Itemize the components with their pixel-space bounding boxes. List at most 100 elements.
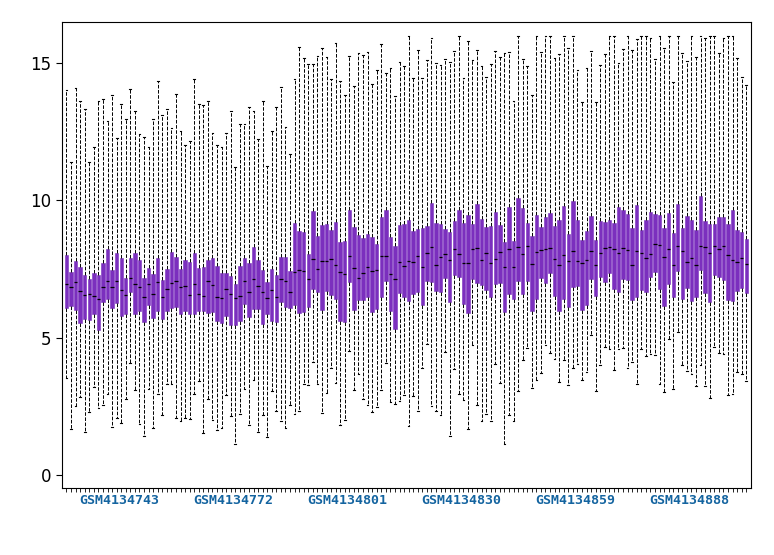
PathPatch shape: [133, 253, 137, 314]
PathPatch shape: [215, 266, 219, 321]
PathPatch shape: [667, 213, 670, 284]
PathPatch shape: [434, 224, 438, 291]
PathPatch shape: [138, 260, 141, 311]
PathPatch shape: [78, 267, 82, 323]
PathPatch shape: [124, 278, 128, 314]
PathPatch shape: [256, 260, 260, 309]
PathPatch shape: [307, 254, 310, 307]
PathPatch shape: [548, 213, 552, 273]
PathPatch shape: [598, 221, 602, 277]
PathPatch shape: [375, 244, 378, 309]
PathPatch shape: [220, 273, 224, 322]
PathPatch shape: [457, 210, 461, 277]
PathPatch shape: [234, 284, 237, 325]
PathPatch shape: [485, 226, 488, 290]
PathPatch shape: [265, 282, 269, 314]
PathPatch shape: [97, 275, 100, 330]
PathPatch shape: [466, 215, 470, 312]
PathPatch shape: [188, 263, 191, 314]
PathPatch shape: [562, 206, 566, 299]
PathPatch shape: [690, 220, 694, 301]
PathPatch shape: [571, 201, 574, 287]
PathPatch shape: [676, 204, 680, 271]
PathPatch shape: [585, 231, 588, 305]
PathPatch shape: [489, 226, 492, 296]
PathPatch shape: [498, 225, 502, 282]
PathPatch shape: [160, 280, 164, 319]
PathPatch shape: [512, 241, 515, 299]
PathPatch shape: [663, 228, 666, 306]
PathPatch shape: [92, 273, 95, 314]
PathPatch shape: [745, 239, 748, 293]
PathPatch shape: [206, 260, 210, 313]
PathPatch shape: [567, 234, 570, 307]
PathPatch shape: [156, 259, 159, 311]
PathPatch shape: [425, 226, 429, 281]
PathPatch shape: [165, 269, 169, 311]
PathPatch shape: [503, 243, 506, 312]
PathPatch shape: [704, 221, 707, 292]
PathPatch shape: [694, 230, 697, 297]
PathPatch shape: [179, 269, 182, 314]
PathPatch shape: [402, 224, 406, 296]
PathPatch shape: [448, 231, 451, 302]
PathPatch shape: [279, 257, 283, 302]
PathPatch shape: [544, 217, 547, 282]
PathPatch shape: [275, 275, 278, 322]
PathPatch shape: [142, 279, 146, 322]
PathPatch shape: [366, 234, 369, 297]
PathPatch shape: [211, 258, 214, 312]
PathPatch shape: [261, 270, 265, 324]
PathPatch shape: [83, 275, 87, 319]
PathPatch shape: [183, 260, 187, 311]
PathPatch shape: [526, 223, 529, 281]
PathPatch shape: [731, 210, 735, 301]
PathPatch shape: [530, 236, 533, 311]
PathPatch shape: [371, 237, 374, 311]
PathPatch shape: [330, 230, 333, 295]
PathPatch shape: [338, 242, 342, 321]
PathPatch shape: [430, 204, 433, 282]
PathPatch shape: [580, 240, 584, 310]
PathPatch shape: [622, 210, 625, 279]
PathPatch shape: [389, 237, 392, 311]
PathPatch shape: [699, 196, 702, 270]
PathPatch shape: [412, 231, 415, 294]
PathPatch shape: [361, 239, 365, 300]
PathPatch shape: [288, 271, 292, 308]
PathPatch shape: [444, 229, 447, 278]
PathPatch shape: [708, 224, 711, 302]
PathPatch shape: [74, 261, 77, 310]
PathPatch shape: [247, 263, 251, 316]
PathPatch shape: [461, 223, 465, 304]
PathPatch shape: [658, 215, 661, 290]
PathPatch shape: [635, 205, 639, 297]
PathPatch shape: [576, 220, 579, 286]
PathPatch shape: [193, 253, 196, 314]
PathPatch shape: [672, 233, 675, 297]
PathPatch shape: [119, 258, 123, 316]
PathPatch shape: [603, 222, 607, 282]
PathPatch shape: [252, 248, 255, 309]
PathPatch shape: [407, 220, 410, 301]
PathPatch shape: [713, 224, 716, 275]
PathPatch shape: [270, 269, 273, 321]
PathPatch shape: [639, 230, 643, 290]
PathPatch shape: [393, 245, 396, 329]
PathPatch shape: [316, 235, 319, 292]
PathPatch shape: [170, 251, 173, 308]
PathPatch shape: [612, 223, 615, 289]
PathPatch shape: [152, 274, 155, 318]
PathPatch shape: [471, 224, 474, 279]
PathPatch shape: [416, 229, 420, 292]
PathPatch shape: [115, 253, 118, 303]
PathPatch shape: [229, 276, 232, 325]
PathPatch shape: [516, 198, 520, 281]
PathPatch shape: [631, 228, 634, 300]
PathPatch shape: [594, 240, 598, 296]
PathPatch shape: [535, 215, 538, 299]
PathPatch shape: [439, 224, 442, 292]
PathPatch shape: [348, 210, 351, 282]
PathPatch shape: [202, 266, 205, 311]
PathPatch shape: [521, 208, 525, 294]
